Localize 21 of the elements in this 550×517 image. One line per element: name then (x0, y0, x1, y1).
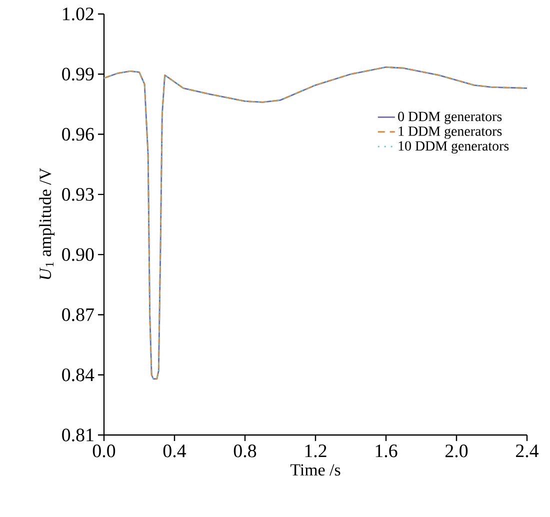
x-tick-label: 1.2 (305, 444, 326, 458)
y-tick-label: 0.90 (62, 248, 94, 261)
y-tick-label: 0.87 (62, 308, 94, 322)
x-tick-label: 0.8 (234, 444, 256, 458)
x-tick-label: 2.4 (516, 444, 539, 458)
line-series (104, 66, 528, 380)
y-tick-label: 0.99 (62, 68, 94, 81)
legend-label: 1 DDM generators (398, 126, 502, 139)
legend-label: 10 DDM generators (398, 141, 509, 154)
legend-label: 0 DDM generators (398, 112, 502, 124)
x-tick-label: 1.6 (376, 444, 398, 458)
x-axis-title: Time /s (290, 464, 340, 476)
y-tick-label: 0.96 (62, 128, 94, 141)
y-axis-title: U$_{1}$ amplitude /V (39, 168, 55, 280)
y-tick-label: 0.93 (62, 188, 94, 201)
x-tick-label: 2.0 (446, 444, 468, 458)
y-tick-label: 0.84 (62, 368, 94, 382)
x-tick-label: 0.4 (163, 444, 186, 458)
y-tick-label: 1.02 (63, 8, 94, 20)
x-tick-label: 0.0 (92, 444, 116, 458)
y-tick-label: 0.81 (62, 428, 94, 442)
